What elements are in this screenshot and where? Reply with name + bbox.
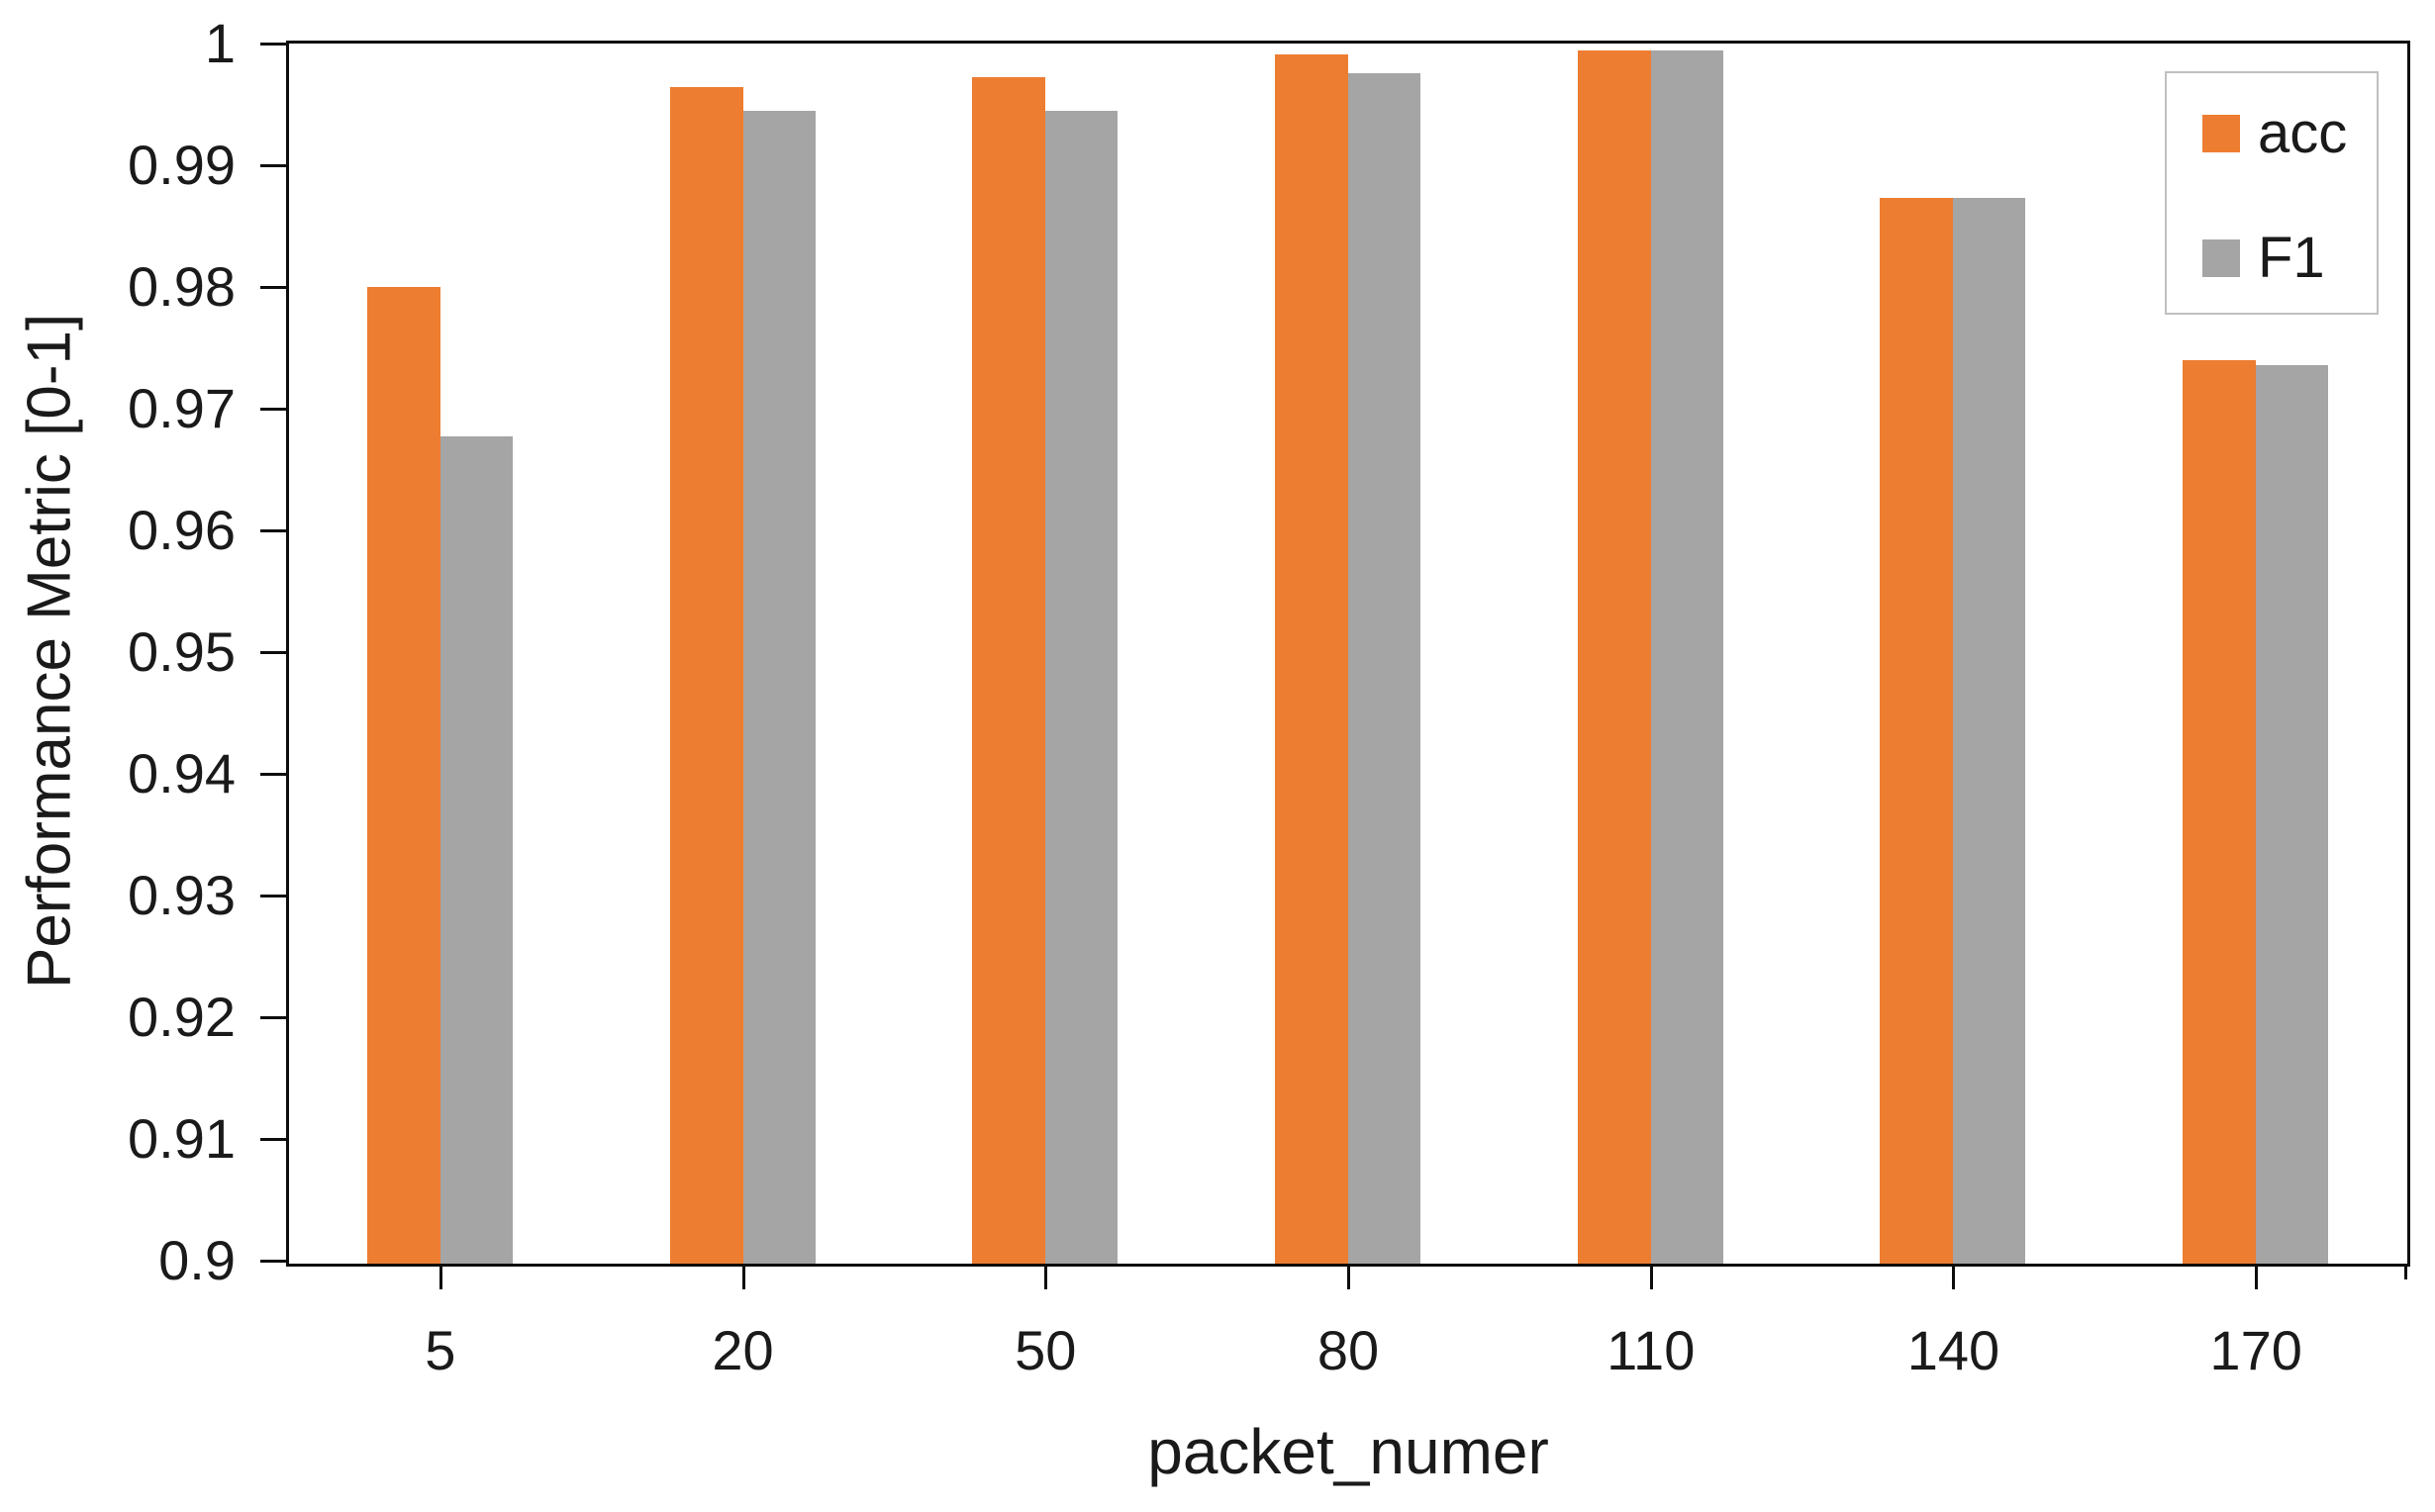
y-tick [260,773,286,776]
legend-swatch-f1 [2202,239,2240,277]
bar-acc-140 [1880,198,1953,1264]
x-tick-label-140: 140 [1906,1319,2000,1381]
y-tick-label: 0.99 [128,134,236,196]
y-tick-label: 0.92 [128,986,236,1048]
y-axis-title: Performance Metric [0-1] [15,313,84,989]
bar-F1-170 [2256,364,2328,1264]
x-tick [438,1264,442,1289]
y-tick [260,286,286,289]
y-tick-label: 1 [204,12,236,74]
bar-F1-5 [440,436,513,1264]
bar-acc-5 [367,287,440,1264]
y-tick [260,408,286,411]
legend-swatch-acc [2202,115,2240,152]
y-tick-label: 0.91 [128,1107,236,1170]
y-tick [260,651,286,654]
bar-F1-80 [1348,72,1420,1264]
x-tick-label-80: 80 [1316,1319,1380,1381]
y-tick-label: 0.98 [128,255,236,318]
bar-acc-110 [1578,50,1651,1264]
legend-item-f1: F1 [2202,226,2377,290]
x-tick [1044,1264,1048,1289]
x-tick [1649,1264,1653,1289]
bar-acc-170 [2183,359,2256,1264]
y-tick [260,1016,286,1019]
x-tick-label-20: 20 [712,1319,774,1381]
bar-acc-20 [670,87,743,1264]
x-tick [741,1264,745,1289]
y-tick [260,529,286,532]
bar-F1-110 [1651,50,1723,1264]
x-tick-label-110: 110 [1607,1319,1696,1381]
x-tick [1952,1264,1956,1289]
y-tick-label: 0.95 [128,620,236,683]
bar-F1-20 [743,110,816,1264]
y-tick-label: 0.94 [128,742,236,804]
x-tick [2255,1264,2259,1289]
legend-label-f1: F1 [2258,226,2325,290]
bar-acc-80 [1275,54,1348,1264]
x-tick-label-170: 170 [2209,1319,2302,1381]
y-tick [260,1260,286,1263]
y-tick [260,895,286,898]
x-tick [1347,1264,1350,1289]
legend-label-acc: acc [2258,101,2348,165]
legend: acc F1 [2165,71,2379,315]
x-tick-label-50: 50 [1015,1319,1077,1381]
y-tick [260,164,286,167]
y-tick-label: 0.93 [128,864,236,926]
x-tick-label-5: 5 [425,1319,456,1381]
bar-F1-50 [1045,110,1118,1264]
bar-F1-140 [1953,198,2025,1264]
x-axis-title: packet_numer [1147,1416,1549,1487]
y-tick [260,43,286,46]
bar-acc-50 [972,77,1045,1264]
y-tick-label: 0.96 [128,499,236,561]
y-tick-label: 0.97 [128,377,236,439]
x-axis-end-tick [2404,1264,2407,1279]
y-tick-label: 0.9 [158,1229,236,1291]
y-tick [260,1138,286,1141]
legend-item-acc: acc [2202,101,2377,165]
